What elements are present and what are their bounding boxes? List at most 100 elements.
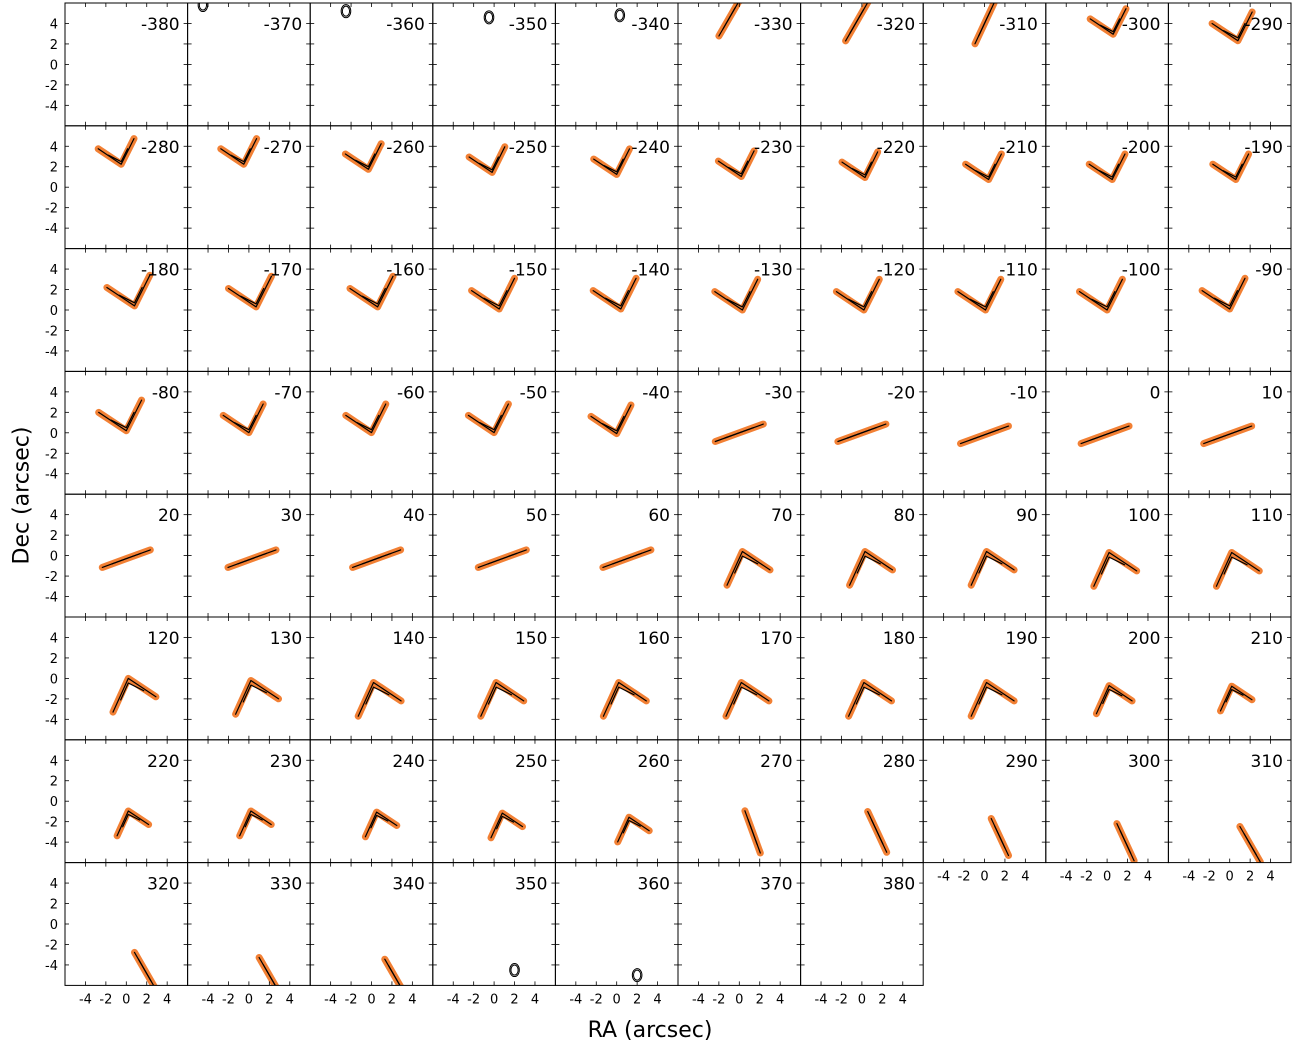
contour-inner--30 bbox=[724, 427, 755, 439]
contour-outer--240 bbox=[593, 148, 631, 175]
contour-outer--50 bbox=[467, 403, 509, 434]
velocity-label--120: -120 bbox=[877, 261, 916, 281]
panel--190: -190 bbox=[1167, 125, 1292, 250]
velocity-label--100: -100 bbox=[1122, 261, 1161, 281]
y-tick-label: 2 bbox=[50, 898, 58, 913]
x-tick-label: 4 bbox=[408, 992, 416, 1007]
contour-350-1 bbox=[509, 963, 520, 978]
velocity-label-310: 310 bbox=[1251, 752, 1283, 772]
panel-110: 110 bbox=[1167, 493, 1292, 618]
x-tick-label: 0 bbox=[245, 992, 253, 1007]
panel-content--270 bbox=[217, 135, 261, 168]
contour-inner--130 bbox=[726, 291, 751, 308]
velocity-label-280: 280 bbox=[883, 752, 915, 772]
y-tick-label: 4 bbox=[50, 386, 58, 401]
panel-content--200 bbox=[1085, 150, 1129, 183]
contour-inner--240 bbox=[603, 158, 624, 173]
panel--170: -170 bbox=[187, 248, 311, 372]
panel-content-300 bbox=[1113, 820, 1138, 863]
contour-outer--250 bbox=[468, 146, 506, 173]
panel--90: -90 bbox=[1167, 248, 1292, 372]
velocity-label-80: 80 bbox=[894, 506, 916, 526]
panel-content--180 bbox=[103, 271, 154, 310]
contour-inner-160 bbox=[610, 686, 635, 705]
contour-inner--20 bbox=[846, 427, 877, 439]
velocity-label--150: -150 bbox=[509, 261, 548, 281]
panel-content--120 bbox=[832, 275, 883, 314]
x-tick-label: 4 bbox=[776, 992, 784, 1007]
contour-inner-230 bbox=[244, 813, 263, 828]
contour-inner-60 bbox=[611, 552, 642, 565]
panel-content--130 bbox=[711, 275, 762, 314]
contour-outer-100 bbox=[1093, 551, 1138, 587]
contour-inner--260 bbox=[355, 153, 376, 168]
panel--260: -260 bbox=[309, 125, 434, 250]
contour-outer--220 bbox=[841, 151, 879, 179]
contour-inner--160 bbox=[361, 287, 386, 305]
panel-content--10 bbox=[957, 422, 1012, 448]
x-tick-label: 4 bbox=[531, 992, 539, 1007]
panel--330: -330 bbox=[677, 2, 802, 127]
velocity-label--90: -90 bbox=[1255, 261, 1283, 281]
panel-content--280 bbox=[94, 135, 138, 168]
contour-outer--230 bbox=[717, 150, 755, 178]
contour--350-2 bbox=[484, 11, 494, 23]
y-tick-label: 0 bbox=[50, 181, 58, 196]
panel-340: 340 -4 -2 0 2 4 bbox=[309, 862, 434, 1007]
panel-content-350 bbox=[509, 963, 520, 978]
panel-content-20 bbox=[98, 546, 154, 571]
velocity-label--360: -360 bbox=[386, 15, 425, 35]
panel-content-150 bbox=[477, 679, 528, 720]
x-tick-label: 0 bbox=[980, 870, 988, 885]
panel-content--170 bbox=[225, 272, 275, 311]
x-axis-label: RA (arcsec) bbox=[587, 1018, 713, 1043]
y-tick-label: -4 bbox=[45, 468, 58, 483]
contour-inner--300 bbox=[1099, 18, 1121, 33]
contour-inner--330 bbox=[722, 7, 736, 30]
contour-outer--160 bbox=[349, 275, 394, 308]
x-tick-label: -2 bbox=[222, 992, 235, 1007]
panel-300: 300 -4 -2 0 2 4 bbox=[1045, 739, 1169, 885]
velocity-label-350: 350 bbox=[515, 875, 547, 895]
panel--180: -180 -4 -2 0 2 4 bbox=[45, 248, 189, 372]
x-tick-label: 2 bbox=[633, 992, 641, 1007]
x-tick-label: 2 bbox=[878, 992, 886, 1007]
y-tick-label: 2 bbox=[50, 652, 58, 667]
panel-content--240 bbox=[590, 145, 633, 178]
y-tick-label: 0 bbox=[50, 918, 58, 933]
velocity-label-190: 190 bbox=[1005, 629, 1037, 649]
velocity-label-110: 110 bbox=[1251, 506, 1283, 526]
velocity-label--130: -130 bbox=[754, 261, 793, 281]
contour-outer-110 bbox=[1215, 551, 1260, 587]
contour-outer-130 bbox=[235, 679, 280, 715]
panel-content-100 bbox=[1090, 549, 1141, 590]
panel-70: 70 bbox=[677, 493, 802, 618]
contour-inner-190 bbox=[978, 686, 1003, 705]
panel-content--360 bbox=[340, 4, 352, 19]
panel--320: -320 bbox=[800, 2, 924, 127]
panel-content-90 bbox=[967, 548, 1018, 589]
panel-content--80 bbox=[95, 396, 146, 435]
panel--250: -250 bbox=[432, 125, 556, 250]
y-tick-label: -4 bbox=[45, 836, 58, 851]
velocity-label-150: 150 bbox=[515, 629, 547, 649]
panel-content-40 bbox=[349, 546, 405, 571]
panel-150: 150 bbox=[432, 616, 556, 741]
contour-inner-110 bbox=[1223, 556, 1248, 575]
x-tick-label: -4 bbox=[937, 870, 950, 885]
panel-content-60 bbox=[599, 546, 655, 571]
y-tick-label: -4 bbox=[45, 345, 58, 360]
x-tick-label: 2 bbox=[1246, 870, 1254, 885]
panel-content--300 bbox=[1086, 5, 1130, 38]
panel--220: -220 bbox=[800, 125, 924, 250]
contour-inner--120 bbox=[848, 291, 873, 308]
contour--360-2 bbox=[341, 5, 351, 17]
contour-inner--210 bbox=[975, 163, 996, 178]
velocity-label-130: 130 bbox=[270, 629, 302, 649]
contour-inner--60 bbox=[356, 414, 380, 431]
contour-inner--190 bbox=[1222, 163, 1243, 178]
contour-outer--130 bbox=[714, 278, 759, 311]
x-tick-label: -4 bbox=[79, 992, 92, 1007]
panel-content--160 bbox=[346, 272, 397, 311]
panel--20: -20 bbox=[800, 370, 924, 495]
